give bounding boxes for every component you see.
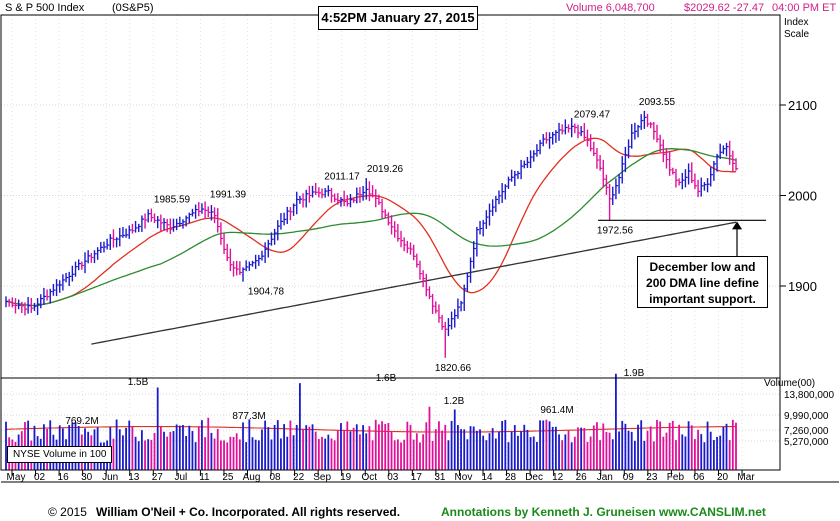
x-tick-label: 28 <box>505 472 517 483</box>
x-tick-label: 22 <box>293 472 305 483</box>
scale-label-index: Index <box>784 17 809 28</box>
footer-annotations: Annotations by Kenneth J. Gruneisen www.… <box>441 505 766 519</box>
scale-label-scale: Scale <box>784 29 810 40</box>
x-tick-label: 02 <box>34 472 46 483</box>
x-tick-label: 09 <box>623 472 635 483</box>
volume-tick-label: 5,270,000 <box>784 437 829 448</box>
volume-axis-title: Volume(00) <box>764 378 815 389</box>
volume-peak-label: 877.3M <box>232 411 265 422</box>
volume-bars <box>5 373 737 470</box>
volume-tick-label: 7,260,000 <box>784 426 829 437</box>
price-bars <box>5 110 739 358</box>
x-tick-label: Oct <box>361 472 377 483</box>
x-tick-label: 31 <box>434 472 446 483</box>
x-tick-label: 17 <box>411 472 423 483</box>
price-label: 2019.26 <box>367 164 404 175</box>
x-tick-label: Nov <box>455 472 473 483</box>
x-tick-label: 06 <box>693 472 705 483</box>
price-label: 1972.56 <box>597 225 634 236</box>
volume-legend: NYSE Volume in 100 <box>7 446 113 463</box>
support-callout: December low and 200 DMA line define imp… <box>637 256 768 308</box>
x-tick-label: May <box>7 472 26 483</box>
timestamp-box: 4:52PM January 27, 2015 <box>318 6 478 30</box>
x-tick-label: 23 <box>646 472 658 483</box>
x-tick-label: Aug <box>243 472 261 483</box>
x-tick-label: Dec <box>525 472 543 483</box>
y-tick-label: 2100 <box>788 98 817 113</box>
volume-average-line <box>5 426 736 433</box>
symbol: (0S&P5) <box>112 2 154 14</box>
chart-labels: 2100 2000 1900 13,800,000 9,990,000 7,260,000… <box>7 97 835 483</box>
price-label: 1820.66 <box>435 363 472 374</box>
price-label: 1991.39 <box>210 189 247 200</box>
volume-peak-label: 1.9B <box>624 368 645 379</box>
x-tick-label: 19 <box>340 472 352 483</box>
chart-grid <box>1 15 786 476</box>
volume-peak-label: 1.5B <box>128 377 149 388</box>
price-label: 2011.17 <box>324 171 360 182</box>
x-tick-label: Jul <box>174 472 187 483</box>
x-tick-label: 25 <box>222 472 234 483</box>
x-tick-label: Sep <box>313 472 331 483</box>
footer-copyright: © 2015 <box>48 505 87 519</box>
footer-company: William O'Neil + Co. Incorporated. All r… <box>96 505 401 519</box>
price-label: 1904.78 <box>248 287 285 298</box>
callout-arrow-head <box>732 221 742 230</box>
volume-peak-label: 1.6B <box>376 373 397 384</box>
callout-line-1: December low and <box>649 260 756 274</box>
price-label: 1985.59 <box>154 195 191 206</box>
volume-readout: Volume 6,048,700 <box>566 2 655 14</box>
volume-peak-label: 1.2B <box>444 396 465 407</box>
index-name: S & P 500 Index <box>5 2 85 14</box>
chart-frames <box>0 14 839 483</box>
moving-average-lines <box>5 137 737 433</box>
quote-time: 04:00 PM ET <box>772 2 837 14</box>
x-tick-label: 13 <box>128 472 140 483</box>
price-label: 2079.47 <box>574 110 611 121</box>
x-tick-label: Jun <box>102 472 118 483</box>
x-tick-label: Mar <box>737 472 755 483</box>
callout-line-3: important support. <box>649 292 756 306</box>
x-tick-label: Jan <box>597 472 613 483</box>
x-tick-label: 16 <box>58 472 70 483</box>
ma21-line <box>5 137 737 307</box>
x-tick-label: 11 <box>199 472 210 483</box>
ma200-line <box>91 221 737 345</box>
callout-line-2: 200 DMA line define <box>646 276 759 290</box>
x-tick-label: 03 <box>387 472 399 483</box>
volume-panel-frame <box>0 377 781 471</box>
ma50-line <box>5 148 737 307</box>
x-tick-label: 20 <box>717 472 729 483</box>
x-tick-label: 12 <box>552 472 564 483</box>
y-tick-label: 1900 <box>788 279 817 294</box>
x-tick-label: 14 <box>481 472 493 483</box>
price-label: 2093.55 <box>639 97 676 108</box>
x-tick-label: 08 <box>269 472 281 483</box>
x-tick-label: 30 <box>81 472 93 483</box>
x-tick-label: Feb <box>667 472 685 483</box>
x-tick-label: 26 <box>576 472 588 483</box>
y-tick-label: 2000 <box>788 189 817 204</box>
x-tick-label: 27 <box>152 472 164 483</box>
volume-tick-label: 9,990,000 <box>784 411 829 422</box>
price-quote: $2029.62 -27.47 <box>684 2 765 14</box>
volume-peak-label: 769.2M <box>65 416 98 427</box>
volume-peak-label: 961.4M <box>540 405 573 416</box>
footer <box>0 497 840 521</box>
volume-tick-label: 13,800,000 <box>784 390 834 401</box>
